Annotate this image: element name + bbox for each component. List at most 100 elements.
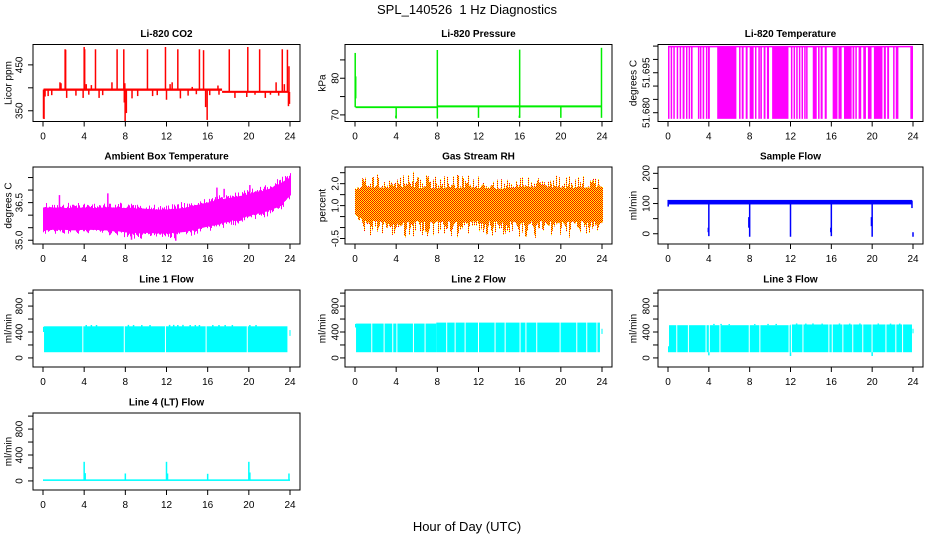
low-level-interval [806,46,808,119]
panel-grid: 0 4 8 12 16 20 24 350 450 Li-820 CO2 Licor ppm 0 4 8 1… [4,29,924,511]
y-tick-label: -0.5 [331,229,342,247]
low-level-interval [739,46,741,119]
x-tick-label: 8 [747,254,753,265]
y-tick-label: 0 [642,231,653,237]
y-axis-label: ml/min [629,314,640,343]
x-tick-label: 8 [123,254,129,265]
x-tick-label: 8 [747,132,753,143]
low-level-interval [790,46,793,119]
y-tick-label: 51.695 [642,57,653,88]
series-gap [396,290,398,367]
y-tick-label: 80 [331,72,342,84]
series-band-segment [355,323,357,328]
x-tick-label: 24 [907,254,919,265]
series-band-segment [912,328,914,334]
x-tick-label: 4 [393,254,399,265]
low-level-interval [796,46,798,119]
series-gap [446,290,448,367]
low-level-interval [793,46,796,119]
low-level-interval [820,46,823,119]
x-tick-label: 8 [435,377,441,388]
series-gap [719,290,721,367]
y-tick-label: 0 [331,355,342,361]
x-tick-label: 20 [243,500,255,511]
x-tick-label: 8 [747,377,753,388]
series-gap [852,290,854,367]
series-gap [454,290,456,367]
y-axis-label: kPa [318,74,329,92]
x-tick-label: 24 [284,132,296,143]
series-gap [831,290,833,367]
low-level-interval [745,46,748,119]
low-level-interval [852,46,855,119]
x-tick-label: 20 [555,254,567,265]
series-band-segment [222,90,289,93]
plot-area [355,290,603,367]
x-tick-label: 20 [867,377,879,388]
plot-area [668,45,913,119]
x-tick-label: 0 [352,377,358,388]
x-tick-label: 24 [907,132,919,143]
series-noise-trace [355,171,603,238]
y-axis-label: ml/min [318,314,329,343]
low-level-interval [685,46,688,119]
plot-area [43,173,291,241]
series-gap [494,290,496,367]
x-tick-label: 12 [785,132,797,143]
low-level-interval [873,46,883,119]
x-tick-label: 16 [826,254,838,265]
y-tick-label: 800 [642,297,653,314]
series-gap [596,290,598,367]
low-level-interval [763,46,766,119]
x-tick-label: 4 [393,132,399,143]
x-tick-label: 24 [907,377,919,388]
low-level-interval [883,46,886,119]
low-level-interval [717,46,737,119]
low-level-interval [690,46,693,119]
y-axis-label: ml/min [4,437,15,466]
x-tick-label: 4 [81,377,87,388]
y-tick-label: 800 [15,420,26,437]
low-level-interval [702,46,705,119]
x-tick-label: 4 [81,254,87,265]
low-level-interval [688,46,691,119]
low-level-interval [760,46,762,119]
x-tick-label: 0 [665,132,671,143]
panel-title: Li-820 Pressure [441,29,516,40]
series-gap [759,290,761,367]
x-tick-label: 20 [867,254,879,265]
x-tick-label: 12 [161,500,173,511]
x-tick-label: 0 [40,132,46,143]
plot-area [668,290,914,367]
series-gap [705,290,707,367]
x-tick-label: 16 [826,377,838,388]
series-gap [392,290,394,367]
x-tick-label: 12 [785,254,797,265]
series-gap [790,290,792,367]
x-tick-label: 8 [123,377,129,388]
y-axis-label: ml/min [629,191,640,220]
series-gap [902,290,904,367]
low-level-interval [754,46,757,119]
y-tick-label: 0 [15,355,26,361]
series-gap [676,290,678,367]
low-level-interval [863,46,866,119]
series-gap [383,290,385,367]
panel-title: Line 3 Flow [763,275,818,286]
series-gap [828,290,830,367]
low-level-interval [676,46,679,119]
x-tick-label: 0 [665,377,671,388]
series-gap [205,290,207,367]
y-tick-label: 800 [15,297,26,314]
low-level-interval [798,46,801,119]
series-band-segment [44,326,288,353]
series-gap [895,290,897,367]
series-gap [708,290,710,367]
low-level-interval [887,46,890,119]
y-tick-label: 400 [331,323,342,340]
low-level-interval [824,46,827,119]
series-band-segment [356,323,437,353]
x-tick-label: 0 [665,254,671,265]
x-tick-label: 20 [555,132,567,143]
plot-area [355,171,603,238]
